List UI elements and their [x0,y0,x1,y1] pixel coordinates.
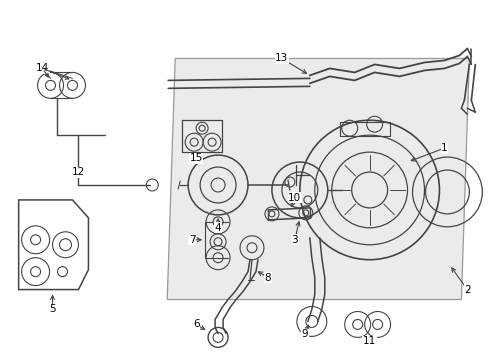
Text: 10: 10 [288,193,301,203]
Text: 4: 4 [215,223,221,233]
Text: 6: 6 [193,319,199,329]
Text: 15: 15 [190,153,203,163]
Text: 5: 5 [49,305,56,315]
Text: 2: 2 [464,284,471,294]
Text: 11: 11 [363,336,376,346]
Text: 7: 7 [189,235,196,245]
Text: 8: 8 [265,273,271,283]
Text: 9: 9 [301,329,308,339]
Text: 14: 14 [36,63,49,73]
Text: 13: 13 [275,54,289,63]
Text: 3: 3 [292,235,298,245]
Text: 12: 12 [72,167,85,177]
Text: 1: 1 [441,143,448,153]
Polygon shape [167,58,469,300]
